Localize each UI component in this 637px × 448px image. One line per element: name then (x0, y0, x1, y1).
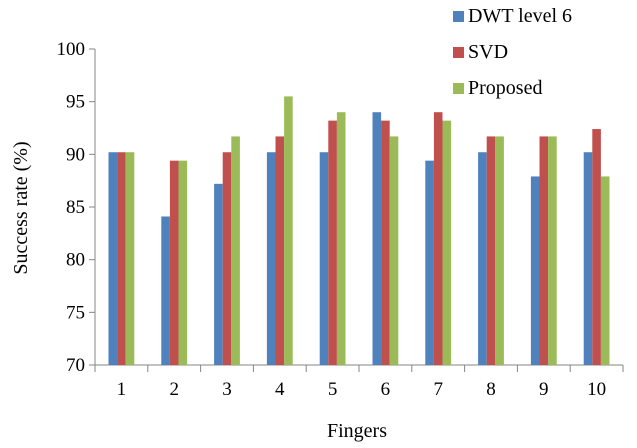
bar-dwt-level-6 (108, 152, 118, 365)
legend-label: DWT level 6 (468, 5, 572, 27)
x-tick-label: 2 (169, 379, 179, 400)
bars (108, 96, 610, 366)
x-tick-label: 5 (328, 379, 338, 400)
x-tick-label: 3 (222, 379, 232, 400)
x-tick-label: 8 (486, 379, 496, 400)
x-axis-title: Fingers (327, 420, 387, 442)
y-tick-label: 80 (66, 250, 85, 271)
bar-proposed (442, 120, 452, 365)
axes: 70 75 80 85 90 95 100 1 2 3 4 5 6 7 8 9 10 (57, 39, 624, 400)
bar-proposed (178, 160, 188, 365)
bar-proposed (336, 112, 346, 365)
y-tick-label: 95 (66, 92, 85, 113)
bar-dwt-level-6 (161, 216, 170, 365)
bar-dwt-level-6 (583, 152, 593, 365)
bar-proposed (389, 136, 399, 365)
bar-svd (381, 120, 390, 365)
legend-swatch (453, 47, 464, 58)
bar-dwt-level-6 (530, 176, 540, 365)
bar-svd (328, 120, 337, 365)
y-tick-label: 90 (66, 144, 85, 165)
x-tick-label: 1 (117, 379, 127, 400)
y-tick-label: 70 (66, 355, 85, 376)
legend-label: Proposed (468, 77, 542, 99)
legend-label: SVD (468, 41, 508, 63)
bar-dwt-level-6 (478, 152, 487, 365)
bar-svd (275, 136, 285, 365)
bar-dwt-level-6 (214, 183, 223, 365)
legend-swatch (453, 11, 464, 22)
y-tick-label: 100 (57, 39, 86, 60)
bar-proposed (231, 136, 240, 365)
bar-proposed (125, 152, 135, 365)
legend-swatch (453, 83, 464, 94)
bar-proposed (600, 176, 610, 365)
legend: DWT level 6 SVD Proposed (453, 5, 572, 99)
bar-proposed (495, 136, 504, 365)
bar-proposed (548, 136, 557, 365)
x-tick-label: 9 (539, 379, 549, 400)
bar-dwt-level-6 (266, 152, 276, 365)
bar-svd (117, 152, 126, 365)
bar-svd (486, 136, 496, 365)
bar-proposed (284, 96, 293, 366)
y-tick-label: 75 (66, 302, 85, 323)
bar-dwt-level-6 (425, 160, 434, 365)
x-tick-label: 4 (275, 379, 285, 400)
bar-dwt-level-6 (372, 112, 382, 365)
y-axis-title: Success rate (%) (10, 141, 32, 274)
x-tick-label: 10 (587, 379, 606, 400)
x-tick-label: 6 (381, 379, 391, 400)
x-tick-label: 7 (433, 379, 443, 400)
bar-svd (592, 129, 601, 365)
bar-dwt-level-6 (319, 152, 329, 365)
bar-svd (539, 136, 549, 365)
bar-svd (222, 152, 232, 365)
bar-svd (433, 112, 443, 365)
y-tick-label: 85 (66, 197, 85, 218)
bar-svd (169, 160, 179, 365)
